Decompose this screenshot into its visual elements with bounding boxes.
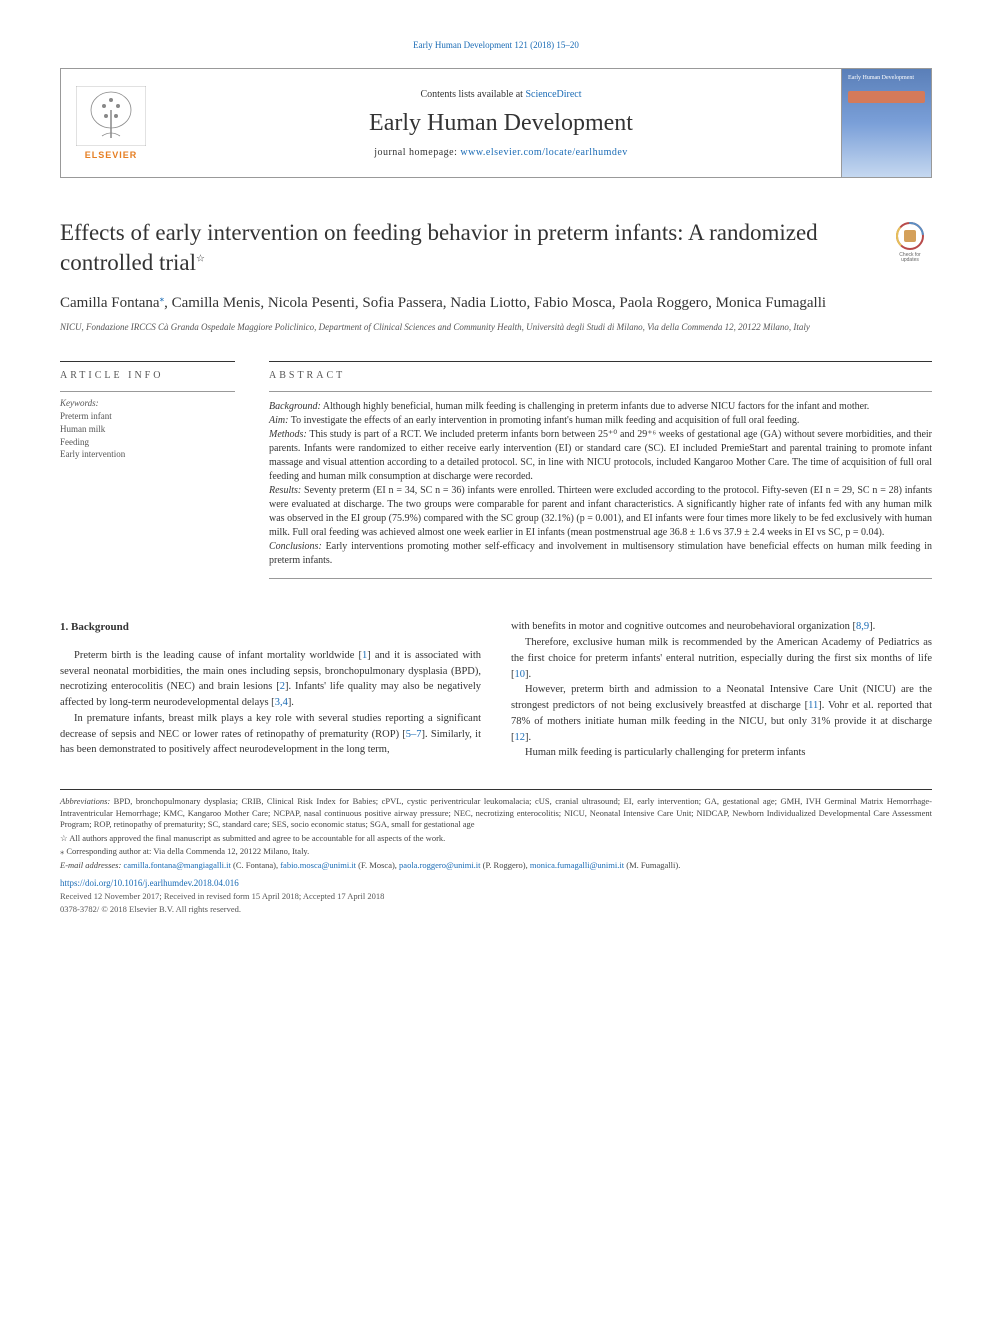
journal-cover-thumb: Early Human Development: [841, 69, 931, 177]
body-paragraph: with benefits in motor and cognitive out…: [511, 619, 932, 635]
abstract-bg: Although highly beneficial, human milk f…: [321, 401, 869, 412]
body-paragraph: In premature infants, breast milk plays …: [60, 711, 481, 758]
homepage-line: journal homepage: www.elsevier.com/locat…: [374, 147, 628, 158]
body-columns: 1. Background Preterm birth is the leadi…: [60, 619, 932, 761]
keyword: Preterm infant: [60, 410, 235, 423]
keyword: Human milk: [60, 423, 235, 436]
left-column: 1. Background Preterm birth is the leadi…: [60, 619, 481, 761]
corresponding-note: ⁎ Corresponding author at: Via della Com…: [60, 846, 932, 857]
keyword: Feeding: [60, 436, 235, 449]
title-footnote-mark: ☆: [196, 253, 205, 264]
contents-text: Contents lists available at: [420, 89, 525, 100]
email-link[interactable]: camilla.fontana@mangiagalli.it: [123, 860, 230, 870]
section1-heading: 1. Background: [60, 619, 481, 636]
right-column: with benefits in motor and cognitive out…: [511, 619, 932, 761]
publisher-name: ELSEVIER: [85, 150, 138, 160]
abstract-block: ABSTRACT Background: Although highly ben…: [269, 361, 932, 579]
abstract-results: Seventy preterm (EI n = 34, SC n = 36) i…: [269, 485, 932, 538]
journal-title: Early Human Development: [369, 110, 633, 137]
author-list: Camilla Fontana⁎, Camilla Menis, Nicola …: [60, 292, 932, 314]
sciencedirect-link[interactable]: ScienceDirect: [525, 89, 581, 100]
abbreviations-note: Abbreviations: BPD, bronchopulmonary dys…: [60, 796, 932, 830]
corresponding-mark: ⁎: [160, 293, 165, 303]
copyright-line: 0378-3782/ © 2018 Elsevier B.V. All righ…: [60, 904, 932, 915]
article-info-heading: ARTICLE INFO: [60, 361, 235, 381]
abstract-bg-label: Background:: [269, 401, 321, 412]
cover-label: Early Human Development: [848, 75, 914, 81]
star-note: ☆ All authors approved the final manuscr…: [60, 833, 932, 844]
title-text: Effects of early intervention on feeding…: [60, 220, 818, 275]
ref-link[interactable]: 8,9: [856, 621, 869, 632]
keywords-label: Keywords:: [60, 391, 235, 408]
svg-text:updates: updates: [901, 257, 919, 262]
affiliation: NICU, Fondazione IRCCS Cà Granda Ospedal…: [60, 322, 932, 334]
keyword: Early intervention: [60, 448, 235, 461]
homepage-label: journal homepage:: [374, 147, 460, 158]
abstract-methods-label: Methods:: [269, 429, 307, 440]
ref-link[interactable]: 10: [515, 669, 526, 680]
journal-banner: ELSEVIER Contents lists available at Sci…: [60, 68, 932, 178]
emails-line: E-mail addresses: camilla.fontana@mangia…: [60, 860, 932, 871]
doi-link[interactable]: https://doi.org/10.1016/j.earlhumdev.201…: [60, 877, 932, 889]
elsevier-logo: ELSEVIER: [61, 69, 161, 177]
abstract-methods: This study is part of a RCT. We included…: [269, 429, 932, 482]
email-link[interactable]: fabio.mosca@unimi.it: [280, 860, 356, 870]
email-link[interactable]: paola.roggero@unimi.it: [399, 860, 480, 870]
article-title: Effects of early intervention on feeding…: [60, 218, 868, 278]
abstract-heading: ABSTRACT: [269, 361, 932, 381]
ref-link[interactable]: 11: [808, 700, 818, 711]
homepage-link[interactable]: www.elsevier.com/locate/earlhumdev: [460, 147, 627, 158]
ref-link[interactable]: 5–7: [406, 729, 422, 740]
ref-link[interactable]: 12: [515, 732, 526, 743]
abstract-concl: Early interventions promoting mother sel…: [269, 541, 932, 566]
abstract-concl-label: Conclusions:: [269, 541, 322, 552]
body-paragraph: Therefore, exclusive human milk is recom…: [511, 635, 932, 682]
contents-line: Contents lists available at ScienceDirec…: [420, 89, 581, 100]
abstract-body: Background: Although highly beneficial, …: [269, 391, 932, 579]
elsevier-tree-icon: [76, 86, 146, 146]
body-paragraph: However, preterm birth and admission to …: [511, 682, 932, 745]
body-paragraph: Preterm birth is the leading cause of in…: [60, 648, 481, 711]
abstract-aim: To investigate the effects of an early i…: [288, 415, 799, 426]
check-updates-icon[interactable]: Check for updates: [888, 218, 932, 262]
email-link[interactable]: monica.fumagalli@unimi.it: [530, 860, 624, 870]
abstract-results-label: Results:: [269, 485, 301, 496]
body-paragraph: Human milk feeding is particularly chall…: [511, 745, 932, 761]
received-line: Received 12 November 2017; Received in r…: [60, 891, 932, 902]
citation-link[interactable]: Early Human Development 121 (2018) 15–20: [60, 40, 932, 50]
abstract-aim-label: Aim:: [269, 415, 288, 426]
ref-link[interactable]: 3,4: [275, 697, 288, 708]
footnotes: Abbreviations: BPD, bronchopulmonary dys…: [60, 789, 932, 915]
article-info-sidebar: ARTICLE INFO Keywords: Preterm infant Hu…: [60, 361, 235, 579]
